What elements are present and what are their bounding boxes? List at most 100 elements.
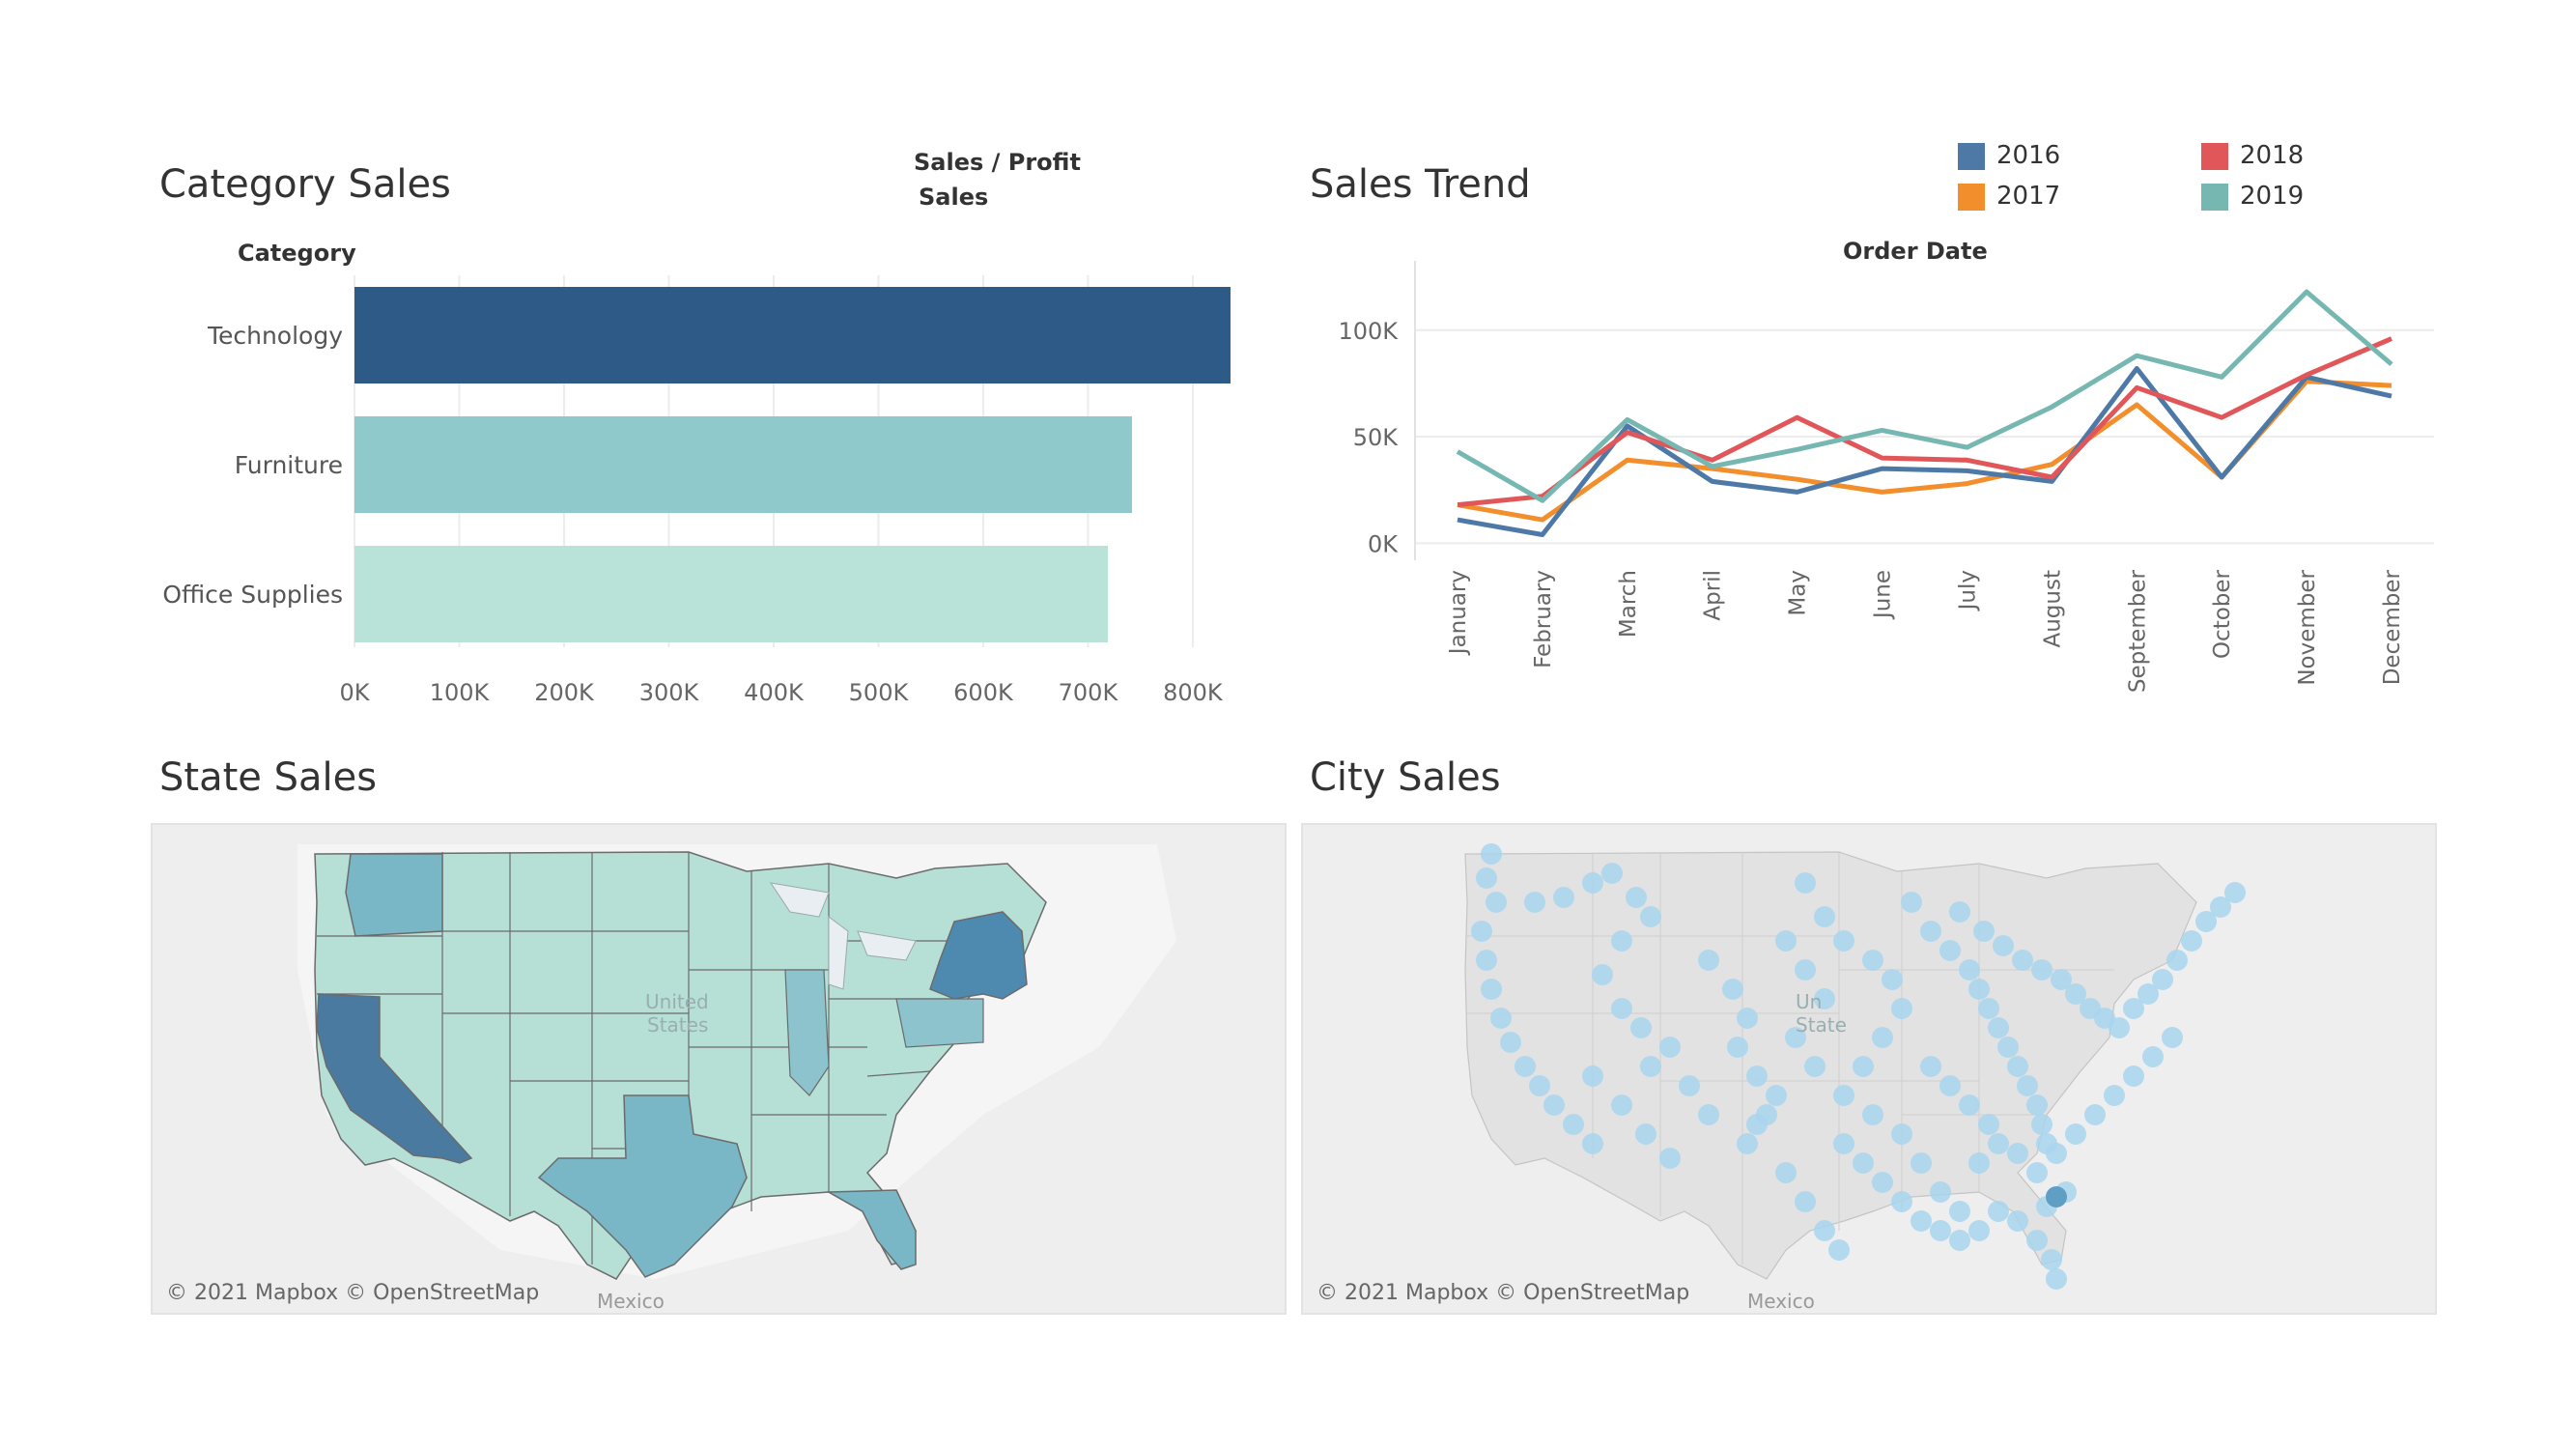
city-dot[interactable] <box>2007 1143 2028 1164</box>
city-dot[interactable] <box>1514 1056 1536 1077</box>
city-dot[interactable] <box>2031 959 2052 980</box>
city-dot[interactable] <box>1775 1162 1797 1183</box>
city-dot[interactable] <box>1640 1056 1661 1077</box>
city-dot[interactable] <box>1746 1114 1768 1135</box>
city-dot[interactable] <box>1833 1085 1854 1106</box>
city-dot[interactable] <box>1611 1094 1632 1116</box>
city-dot[interactable] <box>2051 969 2072 990</box>
bar-technology[interactable] <box>354 287 1231 384</box>
legend-swatch-2017[interactable] <box>1958 184 1985 211</box>
city-dot[interactable] <box>2162 1027 2183 1048</box>
city-dot[interactable] <box>1601 863 1623 884</box>
city-dot[interactable] <box>1949 901 1970 923</box>
series-line-2016[interactable] <box>1457 366 2392 537</box>
city-dot[interactable] <box>1804 1056 1826 1077</box>
city-dot[interactable] <box>1679 1075 1700 1096</box>
city-dot[interactable] <box>1988 1133 2009 1154</box>
city-dot[interactable] <box>1872 1172 1893 1193</box>
city-dot[interactable] <box>1882 969 1903 990</box>
city-dot[interactable] <box>1659 1148 1681 1169</box>
city-dot[interactable] <box>1993 935 2014 956</box>
city-dot[interactable] <box>2046 1268 2067 1290</box>
city-dot[interactable] <box>2224 882 2246 903</box>
city-dot[interactable] <box>1659 1037 1681 1058</box>
city-dot[interactable] <box>1582 872 1603 894</box>
city-dot[interactable] <box>1775 930 1797 952</box>
city-dot[interactable] <box>1901 892 1922 913</box>
city-map-credit[interactable]: © 2021 Mapbox © OpenStreetMap <box>1316 1281 1690 1305</box>
city-dot[interactable] <box>1553 887 1574 908</box>
city-dot[interactable] <box>2041 1249 2062 1270</box>
city-dot[interactable] <box>1481 843 1502 865</box>
city-dot[interactable] <box>1737 1008 1758 1029</box>
city-dot[interactable] <box>1582 1065 1603 1087</box>
city-dot[interactable] <box>1891 1123 1912 1145</box>
city-dot[interactable] <box>1968 1152 1990 1174</box>
legend-label-2018[interactable]: 2018 <box>2240 141 2305 170</box>
city-dot[interactable] <box>1959 959 1980 980</box>
city-dot[interactable] <box>1930 1220 1951 1241</box>
city-dot[interactable] <box>1853 1152 1874 1174</box>
city-dot[interactable] <box>2152 969 2173 990</box>
city-dot[interactable] <box>2007 1056 2028 1077</box>
city-dot[interactable] <box>1814 906 1835 927</box>
legend-label-2016[interactable]: 2016 <box>1996 141 2061 170</box>
legend-label-2017[interactable]: 2017 <box>1996 182 2061 211</box>
city-dot[interactable] <box>1766 1085 1787 1106</box>
city-dot[interactable] <box>2210 896 2231 918</box>
city-dot[interactable] <box>1722 979 1743 1000</box>
city-dot[interactable] <box>1476 867 1497 889</box>
legend-swatch-2019[interactable] <box>2201 184 2228 211</box>
city-dot[interactable] <box>1563 1114 1584 1135</box>
city-dot[interactable] <box>2104 1085 2125 1106</box>
city-dot[interactable] <box>1529 1075 1550 1096</box>
city-dot[interactable] <box>1814 988 1835 1009</box>
city-dot[interactable] <box>1795 872 1816 894</box>
city-dot[interactable] <box>1698 1104 1719 1125</box>
city-dot[interactable] <box>2031 1114 2052 1135</box>
city-dot[interactable] <box>2084 1104 2106 1125</box>
city-dot[interactable] <box>2046 1143 2067 1164</box>
bar-furniture[interactable] <box>354 416 1132 513</box>
city-dot[interactable] <box>2065 983 2086 1005</box>
city-dot[interactable] <box>1543 1094 1565 1116</box>
city-dot[interactable] <box>1828 1239 1850 1261</box>
city-dot[interactable] <box>1939 1075 1961 1096</box>
city-dot[interactable] <box>1814 1220 1835 1241</box>
city-dot[interactable] <box>1949 1201 1970 1222</box>
city-dot[interactable] <box>1481 979 1502 1000</box>
city-dot[interactable] <box>1973 921 1995 942</box>
city-dot[interactable] <box>2065 1123 2086 1145</box>
city-dot[interactable] <box>1490 1008 1512 1029</box>
city-dot[interactable] <box>1959 1094 1980 1116</box>
city-dot[interactable] <box>1833 1133 1854 1154</box>
city-dot[interactable] <box>1978 998 1999 1019</box>
city-dot[interactable] <box>1626 887 1647 908</box>
city-dot[interactable] <box>1611 930 1632 952</box>
city-dot[interactable] <box>1930 1181 1951 1203</box>
city-dot[interactable] <box>1471 921 1492 942</box>
legend-swatch-2018[interactable] <box>2201 143 2228 170</box>
city-dot[interactable] <box>1891 1191 1912 1212</box>
city-dot[interactable] <box>2166 950 2188 971</box>
city-dot[interactable] <box>1872 1027 1893 1048</box>
city-dot[interactable] <box>1582 1133 1603 1154</box>
city-dot[interactable] <box>2017 1075 2038 1096</box>
city-dot[interactable] <box>1997 1037 2019 1058</box>
city-dot[interactable] <box>1920 1056 1941 1077</box>
legend-label-2019[interactable]: 2019 <box>2240 182 2305 211</box>
city-dot[interactable] <box>1988 1201 2009 1222</box>
city-dot[interactable] <box>2137 983 2159 1005</box>
city-dot[interactable] <box>1785 1027 1806 1048</box>
state-map-credit[interactable]: © 2021 Mapbox © OpenStreetMap <box>166 1281 540 1305</box>
state-sales-map[interactable]: United States Mexico © 2021 Mapbox © Ope… <box>151 823 1287 1315</box>
legend-swatch-2016[interactable] <box>1958 143 1985 170</box>
city-dot[interactable] <box>2012 950 2033 971</box>
city-dot[interactable] <box>1635 1123 1656 1145</box>
city-dot[interactable] <box>1500 1032 1521 1053</box>
city-dot[interactable] <box>2142 1046 2164 1067</box>
city-dot[interactable] <box>2026 1230 2048 1251</box>
city-dot[interactable] <box>1939 940 1961 961</box>
city-dot[interactable] <box>1746 1065 1768 1087</box>
city-dot[interactable] <box>1486 892 1507 913</box>
